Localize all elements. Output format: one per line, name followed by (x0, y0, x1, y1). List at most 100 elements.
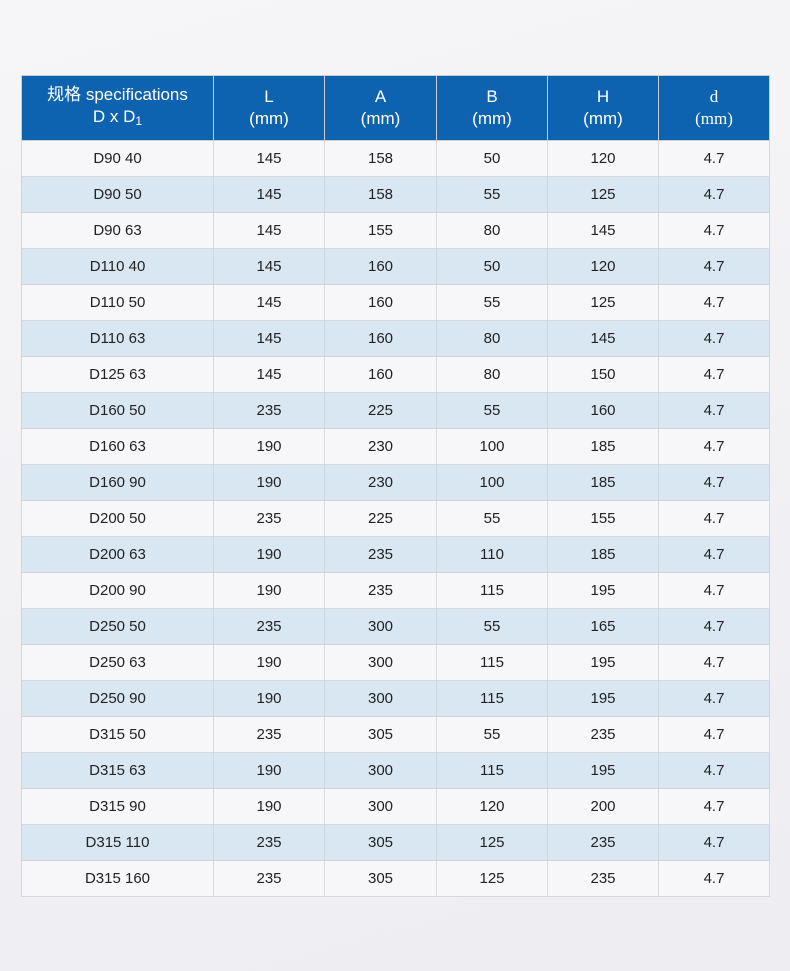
cell-specification: D250 50 (21, 608, 214, 645)
cell-A: 235 (324, 572, 437, 609)
cell-specification: D90 40 (21, 140, 214, 177)
cell-B: 110 (436, 536, 548, 573)
cell-L: 235 (213, 860, 325, 897)
cell-B: 115 (436, 572, 548, 609)
cell-H: 120 (547, 248, 659, 285)
cell-specification: D200 90 (21, 572, 214, 609)
cell-A: 230 (324, 464, 437, 501)
cell-B: 120 (436, 788, 548, 825)
cell-H: 145 (547, 212, 659, 249)
cell-L: 190 (213, 644, 325, 681)
cell-d: 4.7 (658, 140, 770, 177)
cell-A: 300 (324, 608, 437, 645)
cell-H: 235 (547, 716, 659, 753)
cell-L: 235 (213, 500, 325, 537)
cell-A: 160 (324, 248, 437, 285)
cell-H: 235 (547, 860, 659, 897)
cell-B: 55 (436, 392, 548, 429)
cell-d: 4.7 (658, 428, 770, 465)
cell-B: 100 (436, 428, 548, 465)
cell-L: 235 (213, 392, 325, 429)
cell-specification: D110 50 (21, 284, 214, 321)
table-row: D200 63 190 235 110 185 4.7 (21, 536, 770, 573)
cell-B: 80 (436, 356, 548, 393)
header-spec-line1: 规格 specifications (47, 85, 188, 104)
cell-H: 120 (547, 140, 659, 177)
header-cell-H: H (mm) (547, 75, 659, 141)
cell-L: 145 (213, 212, 325, 249)
cell-specification: D200 63 (21, 536, 214, 573)
cell-H: 185 (547, 464, 659, 501)
cell-d: 4.7 (658, 500, 770, 537)
cell-L: 145 (213, 140, 325, 177)
header-row: 规格 specifications D x D1 L (mm) A (mm) B… (21, 75, 770, 141)
table-row: D315 63 190 300 115 195 4.7 (21, 752, 770, 789)
cell-B: 55 (436, 176, 548, 213)
cell-H: 125 (547, 284, 659, 321)
specifications-table: 规格 specifications D x D1 L (mm) A (mm) B… (21, 75, 770, 897)
cell-H: 195 (547, 752, 659, 789)
cell-specification: D315 160 (21, 860, 214, 897)
table-row: D160 90 190 230 100 185 4.7 (21, 464, 770, 501)
cell-d: 4.7 (658, 536, 770, 573)
cell-H: 195 (547, 644, 659, 681)
cell-L: 145 (213, 356, 325, 393)
cell-specification: D110 40 (21, 248, 214, 285)
cell-B: 50 (436, 248, 548, 285)
table-row: D315 50 235 305 55 235 4.7 (21, 716, 770, 753)
cell-B: 100 (436, 464, 548, 501)
cell-A: 230 (324, 428, 437, 465)
cell-L: 190 (213, 536, 325, 573)
cell-specification: D160 63 (21, 428, 214, 465)
table-row: D110 63 145 160 80 145 4.7 (21, 320, 770, 357)
cell-d: 4.7 (658, 716, 770, 753)
cell-d: 4.7 (658, 680, 770, 717)
cell-d: 4.7 (658, 860, 770, 897)
table-row: D200 90 190 235 115 195 4.7 (21, 572, 770, 609)
cell-H: 235 (547, 824, 659, 861)
cell-B: 50 (436, 140, 548, 177)
cell-specification: D160 90 (21, 464, 214, 501)
cell-L: 145 (213, 320, 325, 357)
cell-d: 4.7 (658, 752, 770, 789)
cell-A: 155 (324, 212, 437, 249)
cell-d: 4.7 (658, 392, 770, 429)
table-row: D250 63 190 300 115 195 4.7 (21, 644, 770, 681)
cell-d: 4.7 (658, 176, 770, 213)
cell-B: 115 (436, 752, 548, 789)
cell-H: 160 (547, 392, 659, 429)
cell-B: 55 (436, 284, 548, 321)
cell-A: 225 (324, 500, 437, 537)
cell-H: 185 (547, 536, 659, 573)
table-row: D125 63 145 160 80 150 4.7 (21, 356, 770, 393)
cell-H: 155 (547, 500, 659, 537)
cell-d: 4.7 (658, 248, 770, 285)
cell-B: 125 (436, 824, 548, 861)
cell-B: 55 (436, 500, 548, 537)
cell-d: 4.7 (658, 356, 770, 393)
cell-specification: D160 50 (21, 392, 214, 429)
cell-d: 4.7 (658, 320, 770, 357)
cell-A: 160 (324, 356, 437, 393)
header-cell-B: B (mm) (436, 75, 548, 141)
table-row: D250 50 235 300 55 165 4.7 (21, 608, 770, 645)
header-cell-d: d (mm) (658, 75, 770, 141)
cell-B: 115 (436, 644, 548, 681)
cell-A: 235 (324, 536, 437, 573)
cell-B: 125 (436, 860, 548, 897)
cell-L: 145 (213, 176, 325, 213)
table-row: D90 63 145 155 80 145 4.7 (21, 212, 770, 249)
cell-L: 145 (213, 248, 325, 285)
cell-H: 195 (547, 572, 659, 609)
cell-specification: D315 90 (21, 788, 214, 825)
cell-L: 235 (213, 608, 325, 645)
cell-specification: D315 63 (21, 752, 214, 789)
subscript-1: 1 (135, 114, 143, 128)
cell-d: 4.7 (658, 464, 770, 501)
cell-L: 235 (213, 716, 325, 753)
cell-specification: D110 63 (21, 320, 214, 357)
cell-H: 200 (547, 788, 659, 825)
table-body: D90 40 145 158 50 120 4.7 D90 50 145 158 55 125 4.7… (21, 140, 770, 897)
table-row: D90 50 145 158 55 125 4.7 (21, 176, 770, 213)
cell-specification: D200 50 (21, 500, 214, 537)
